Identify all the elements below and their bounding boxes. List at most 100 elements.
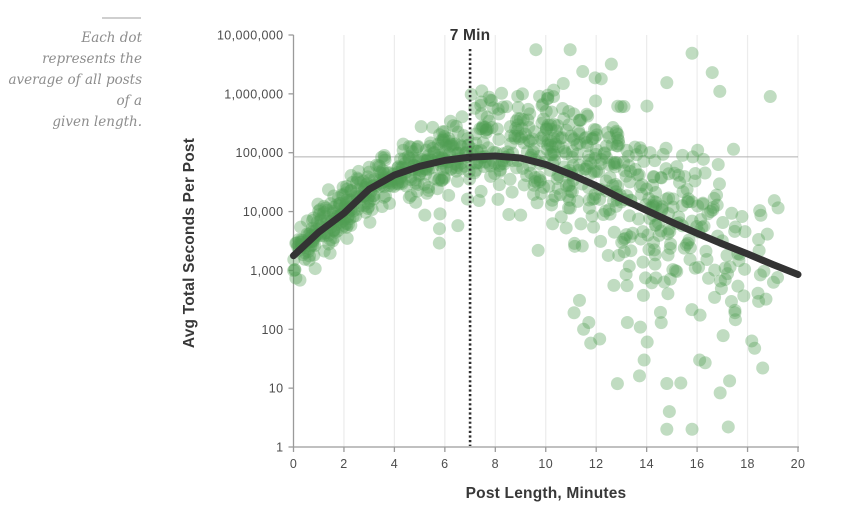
x-axis-title: Post Length, Minutes [465, 485, 627, 502]
scatter-dot [401, 149, 415, 163]
scatter-dot [351, 172, 365, 186]
scatter-dot [612, 133, 626, 147]
y-tick-label: 1 [276, 441, 283, 455]
scatter-dot [588, 71, 602, 85]
scatter-dot [361, 196, 375, 210]
scatter-dot [753, 204, 767, 218]
scatter-dot [547, 118, 561, 132]
scatter-dot [382, 196, 396, 210]
scatter-dot [469, 163, 483, 177]
scatter-dot [455, 140, 469, 154]
scatter-dot [643, 146, 657, 160]
scatter-dot [391, 175, 405, 189]
scatter-dot [647, 236, 661, 250]
scatter-dot [567, 107, 581, 121]
scatter-dot [602, 158, 616, 172]
scatter-dot [442, 188, 456, 202]
scatter-dot [444, 162, 458, 176]
scatter-dot [600, 126, 614, 140]
scatter-dot [542, 179, 556, 193]
scatter-dot [513, 112, 527, 126]
scatter-dot [312, 204, 326, 218]
scatter-dot [545, 105, 559, 119]
scatter-dot [599, 204, 613, 218]
scatter-dot [503, 120, 517, 134]
scatter-dot [497, 157, 511, 171]
scatter-dot [610, 139, 624, 153]
scatter-dot [607, 156, 621, 170]
scatter-dot [536, 97, 550, 111]
scatter-dot [523, 107, 537, 121]
scatter-dot [623, 164, 637, 178]
scatter-dot [479, 123, 493, 137]
annotation-line-1: Each dot represents the [42, 30, 142, 67]
x-tick-label: 0 [290, 457, 297, 471]
scatter-dot [599, 139, 613, 153]
scatter-dot [577, 162, 591, 176]
scatter-dot [450, 161, 464, 175]
scatter-dot [479, 125, 493, 139]
scatter-dot [759, 292, 773, 306]
scatter-dot [344, 184, 358, 198]
scatter-dot [688, 174, 702, 188]
scatter-dot [679, 238, 693, 252]
scatter-dot [406, 151, 420, 165]
scatter-dot [663, 225, 677, 239]
scatter-dot [656, 147, 670, 161]
scatter-dot [533, 174, 547, 188]
scatter-dot [655, 200, 669, 214]
scatter-dot [534, 187, 548, 201]
scatter-dot [702, 271, 716, 285]
scatter-dot [541, 138, 555, 152]
scatter-dot [568, 239, 582, 253]
scatter-dot [570, 138, 584, 152]
scatter-dot [449, 164, 463, 178]
scatter-dot [647, 170, 661, 184]
scatter-dot [515, 122, 529, 136]
scatter-dot [588, 130, 602, 144]
scatter-dot [502, 208, 516, 222]
scatter-dot [317, 244, 331, 258]
scatter-dot [394, 152, 408, 166]
scatter-dot [713, 274, 727, 288]
scatter-dot [575, 239, 589, 253]
scatter-dot [594, 157, 608, 171]
x-tick-label: 10 [538, 457, 553, 471]
scatter-dot [582, 201, 596, 215]
scatter-dot [289, 271, 303, 285]
scatter-dot [395, 175, 409, 189]
annotation-line-3: given length. [52, 114, 142, 130]
scatter-dot [312, 208, 326, 222]
scatter-dot [595, 152, 609, 166]
scatter-dot [693, 308, 707, 322]
scatter-dot [375, 200, 389, 214]
scatter-dot [363, 194, 377, 208]
scatter-dot [511, 118, 525, 132]
scatter-dot [589, 147, 603, 161]
scatter-dot [696, 152, 710, 166]
scatter-dot [681, 236, 695, 250]
scatter-dot [514, 130, 528, 144]
scatter-dot [422, 180, 436, 194]
scatter-dot [580, 107, 594, 121]
scatter-dot [537, 180, 551, 194]
scatter-dot [615, 235, 629, 249]
y-tick-label: 10 [269, 382, 284, 396]
scatter-dot [405, 145, 419, 159]
scatter-dot [573, 113, 587, 127]
scatter-dot [728, 306, 742, 320]
scatter-dot [450, 174, 464, 188]
scatter-dot [714, 282, 728, 296]
scatter-dot [654, 171, 668, 185]
scatter-dot [564, 129, 578, 143]
scatter-dot [771, 201, 785, 215]
scatter-dot [509, 121, 523, 135]
scatter-dot [411, 178, 425, 192]
x-tick-label: 16 [690, 457, 705, 471]
scatter-dot [333, 196, 347, 210]
scatter-dot [574, 217, 588, 231]
scatter-dot [642, 243, 656, 257]
scatter-dot [476, 120, 490, 134]
scatter-dot [324, 197, 338, 211]
scatter-dot [607, 225, 621, 239]
